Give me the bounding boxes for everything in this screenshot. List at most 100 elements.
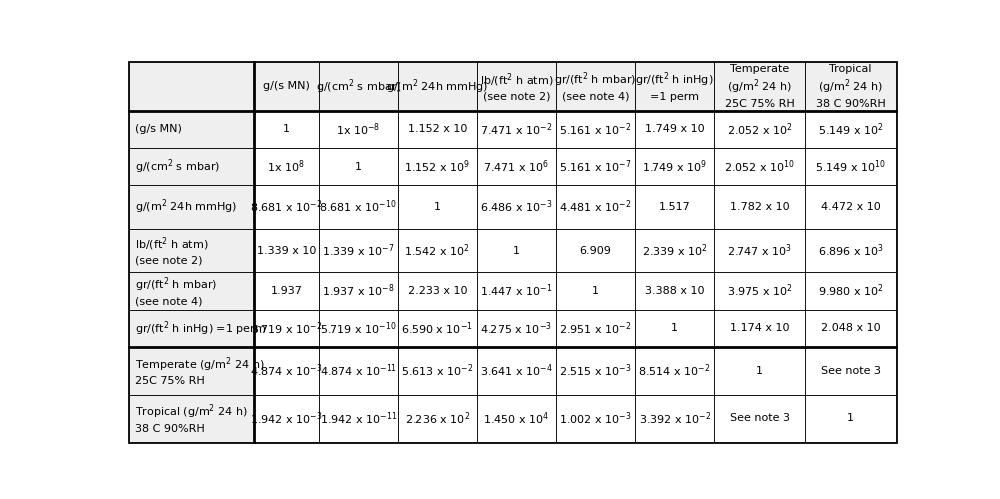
Text: 2.339 x 10$^{2}$: 2.339 x 10$^{2}$ [642,242,708,259]
Bar [635,347,714,395]
Bar [129,395,254,442]
Text: 5.613 x 10$^{-2}$: 5.613 x 10$^{-2}$ [401,362,474,379]
Bar [556,111,635,148]
Text: gr/(ft$^2$ h inHg)
=1 perm: gr/(ft$^2$ h inHg) =1 perm [635,71,714,102]
Bar [714,148,805,185]
Bar [398,309,477,347]
Bar [805,347,896,395]
Text: 4.472 x 10: 4.472 x 10 [821,202,881,212]
Bar [635,62,714,111]
Bar [805,111,896,148]
Bar [319,111,398,148]
Text: 1.517: 1.517 [659,202,691,212]
Bar [254,229,319,272]
Bar [398,347,477,395]
Text: 8.681 x 10$^{-10}$: 8.681 x 10$^{-10}$ [319,199,397,216]
Text: 1x 10$^{8}$: 1x 10$^{8}$ [267,158,305,175]
Text: 8.681 x 10$^{-2}$: 8.681 x 10$^{-2}$ [250,199,322,216]
Text: 2.052 x 10$^{10}$: 2.052 x 10$^{10}$ [724,158,795,175]
Text: 1.447 x 10$^{-1}$: 1.447 x 10$^{-1}$ [480,282,553,299]
Bar [714,272,805,309]
Bar [129,309,254,347]
Text: 5.719 x 10$^{-2}$: 5.719 x 10$^{-2}$ [251,320,322,336]
Text: 2.236 x 10$^{2}$: 2.236 x 10$^{2}$ [405,410,470,427]
Bar [319,347,398,395]
Text: Tropical (g/m$^2$ 24 h)
38 C 90%RH: Tropical (g/m$^2$ 24 h) 38 C 90%RH [135,403,248,434]
Bar [714,62,805,111]
Text: 1.152 x 10: 1.152 x 10 [408,124,467,134]
Bar [319,229,398,272]
Text: 1: 1 [355,162,362,172]
Bar [129,148,254,185]
Bar [477,395,556,442]
Text: g/(m$^2$ 24h mmHg): g/(m$^2$ 24h mmHg) [386,77,488,95]
Text: gr/(ft$^2$ h mbar)
(see note 4): gr/(ft$^2$ h mbar) (see note 4) [135,275,217,306]
Text: 1: 1 [671,323,678,333]
Text: gr/(ft$^2$ h mbar)
(see note 4): gr/(ft$^2$ h mbar) (see note 4) [554,71,637,102]
Text: 5.149 x 10$^{2}$: 5.149 x 10$^{2}$ [818,121,884,138]
Bar [129,111,254,148]
Text: 1.782 x 10: 1.782 x 10 [730,202,789,212]
Text: 2.747 x 10$^{3}$: 2.747 x 10$^{3}$ [727,242,792,259]
Text: g/(m$^2$ 24h mmHg): g/(m$^2$ 24h mmHg) [135,198,237,217]
Bar [254,111,319,148]
Bar [398,185,477,229]
Bar [635,272,714,309]
Text: 1.002 x 10$^{-3}$: 1.002 x 10$^{-3}$ [559,410,632,427]
Bar [319,148,398,185]
Text: 3.388 x 10: 3.388 x 10 [645,286,704,296]
Bar [398,148,477,185]
Bar [319,185,398,229]
Text: 5.149 x 10$^{10}$: 5.149 x 10$^{10}$ [815,158,886,175]
Text: 2.048 x 10: 2.048 x 10 [821,323,880,333]
Text: 4.874 x 10$^{-3}$: 4.874 x 10$^{-3}$ [250,362,322,379]
Text: 1.942 x 10$^{-3}$: 1.942 x 10$^{-3}$ [250,410,323,427]
Bar [477,62,556,111]
Bar [477,347,556,395]
Text: 4.481 x 10$^{-2}$: 4.481 x 10$^{-2}$ [559,199,632,216]
Bar [254,347,319,395]
Text: See note 3: See note 3 [821,366,881,376]
Bar [556,272,635,309]
Bar [714,395,805,442]
Bar [254,272,319,309]
Bar [805,62,896,111]
Text: 1.152 x 10$^{9}$: 1.152 x 10$^{9}$ [404,158,470,175]
Text: 4.275 x 10$^{-3}$: 4.275 x 10$^{-3}$ [480,320,552,336]
Bar [129,185,254,229]
Text: 1.749 x 10$^{9}$: 1.749 x 10$^{9}$ [642,158,707,175]
Text: 3.975 x 10$^{2}$: 3.975 x 10$^{2}$ [727,282,793,299]
Text: Temperate (g/m$^2$ 24 h)
25C 75% RH: Temperate (g/m$^2$ 24 h) 25C 75% RH [135,355,265,386]
Bar [319,62,398,111]
Bar [635,229,714,272]
Text: 2.951 x 10$^{-2}$: 2.951 x 10$^{-2}$ [559,320,632,336]
Bar [477,309,556,347]
Text: 8.514 x 10$^{-2}$: 8.514 x 10$^{-2}$ [638,362,711,379]
Text: 1: 1 [592,286,599,296]
Text: 1: 1 [283,124,290,134]
Bar [254,62,319,111]
Text: See note 3: See note 3 [730,413,790,423]
Bar [714,229,805,272]
Text: gr/(ft$^2$ h inHg) =1 perm: gr/(ft$^2$ h inHg) =1 perm [135,319,266,337]
Bar [805,229,896,272]
Bar [635,395,714,442]
Text: 1.174 x 10: 1.174 x 10 [730,323,789,333]
Text: 1.937 x 10$^{-8}$: 1.937 x 10$^{-8}$ [322,282,395,299]
Bar [254,148,319,185]
Text: 1.942 x 10$^{-11}$: 1.942 x 10$^{-11}$ [320,410,397,427]
Text: 6.590 x 10$^{-1}$: 6.590 x 10$^{-1}$ [401,320,473,336]
Text: 5.161 x 10$^{-7}$: 5.161 x 10$^{-7}$ [559,158,632,175]
Bar [398,111,477,148]
Bar [805,148,896,185]
Bar [477,272,556,309]
Bar [714,111,805,148]
Bar [477,111,556,148]
Text: 1: 1 [756,366,763,376]
Bar [129,347,254,395]
Text: 1.339 x 10$^{-7}$: 1.339 x 10$^{-7}$ [322,242,395,259]
Text: lb/(ft$^2$ h atm)
(see note 2): lb/(ft$^2$ h atm) (see note 2) [480,71,553,101]
Text: 1x 10$^{-8}$: 1x 10$^{-8}$ [336,121,380,138]
Text: (g/s MN): (g/s MN) [135,124,182,134]
Text: 5.719 x 10$^{-10}$: 5.719 x 10$^{-10}$ [320,320,397,336]
